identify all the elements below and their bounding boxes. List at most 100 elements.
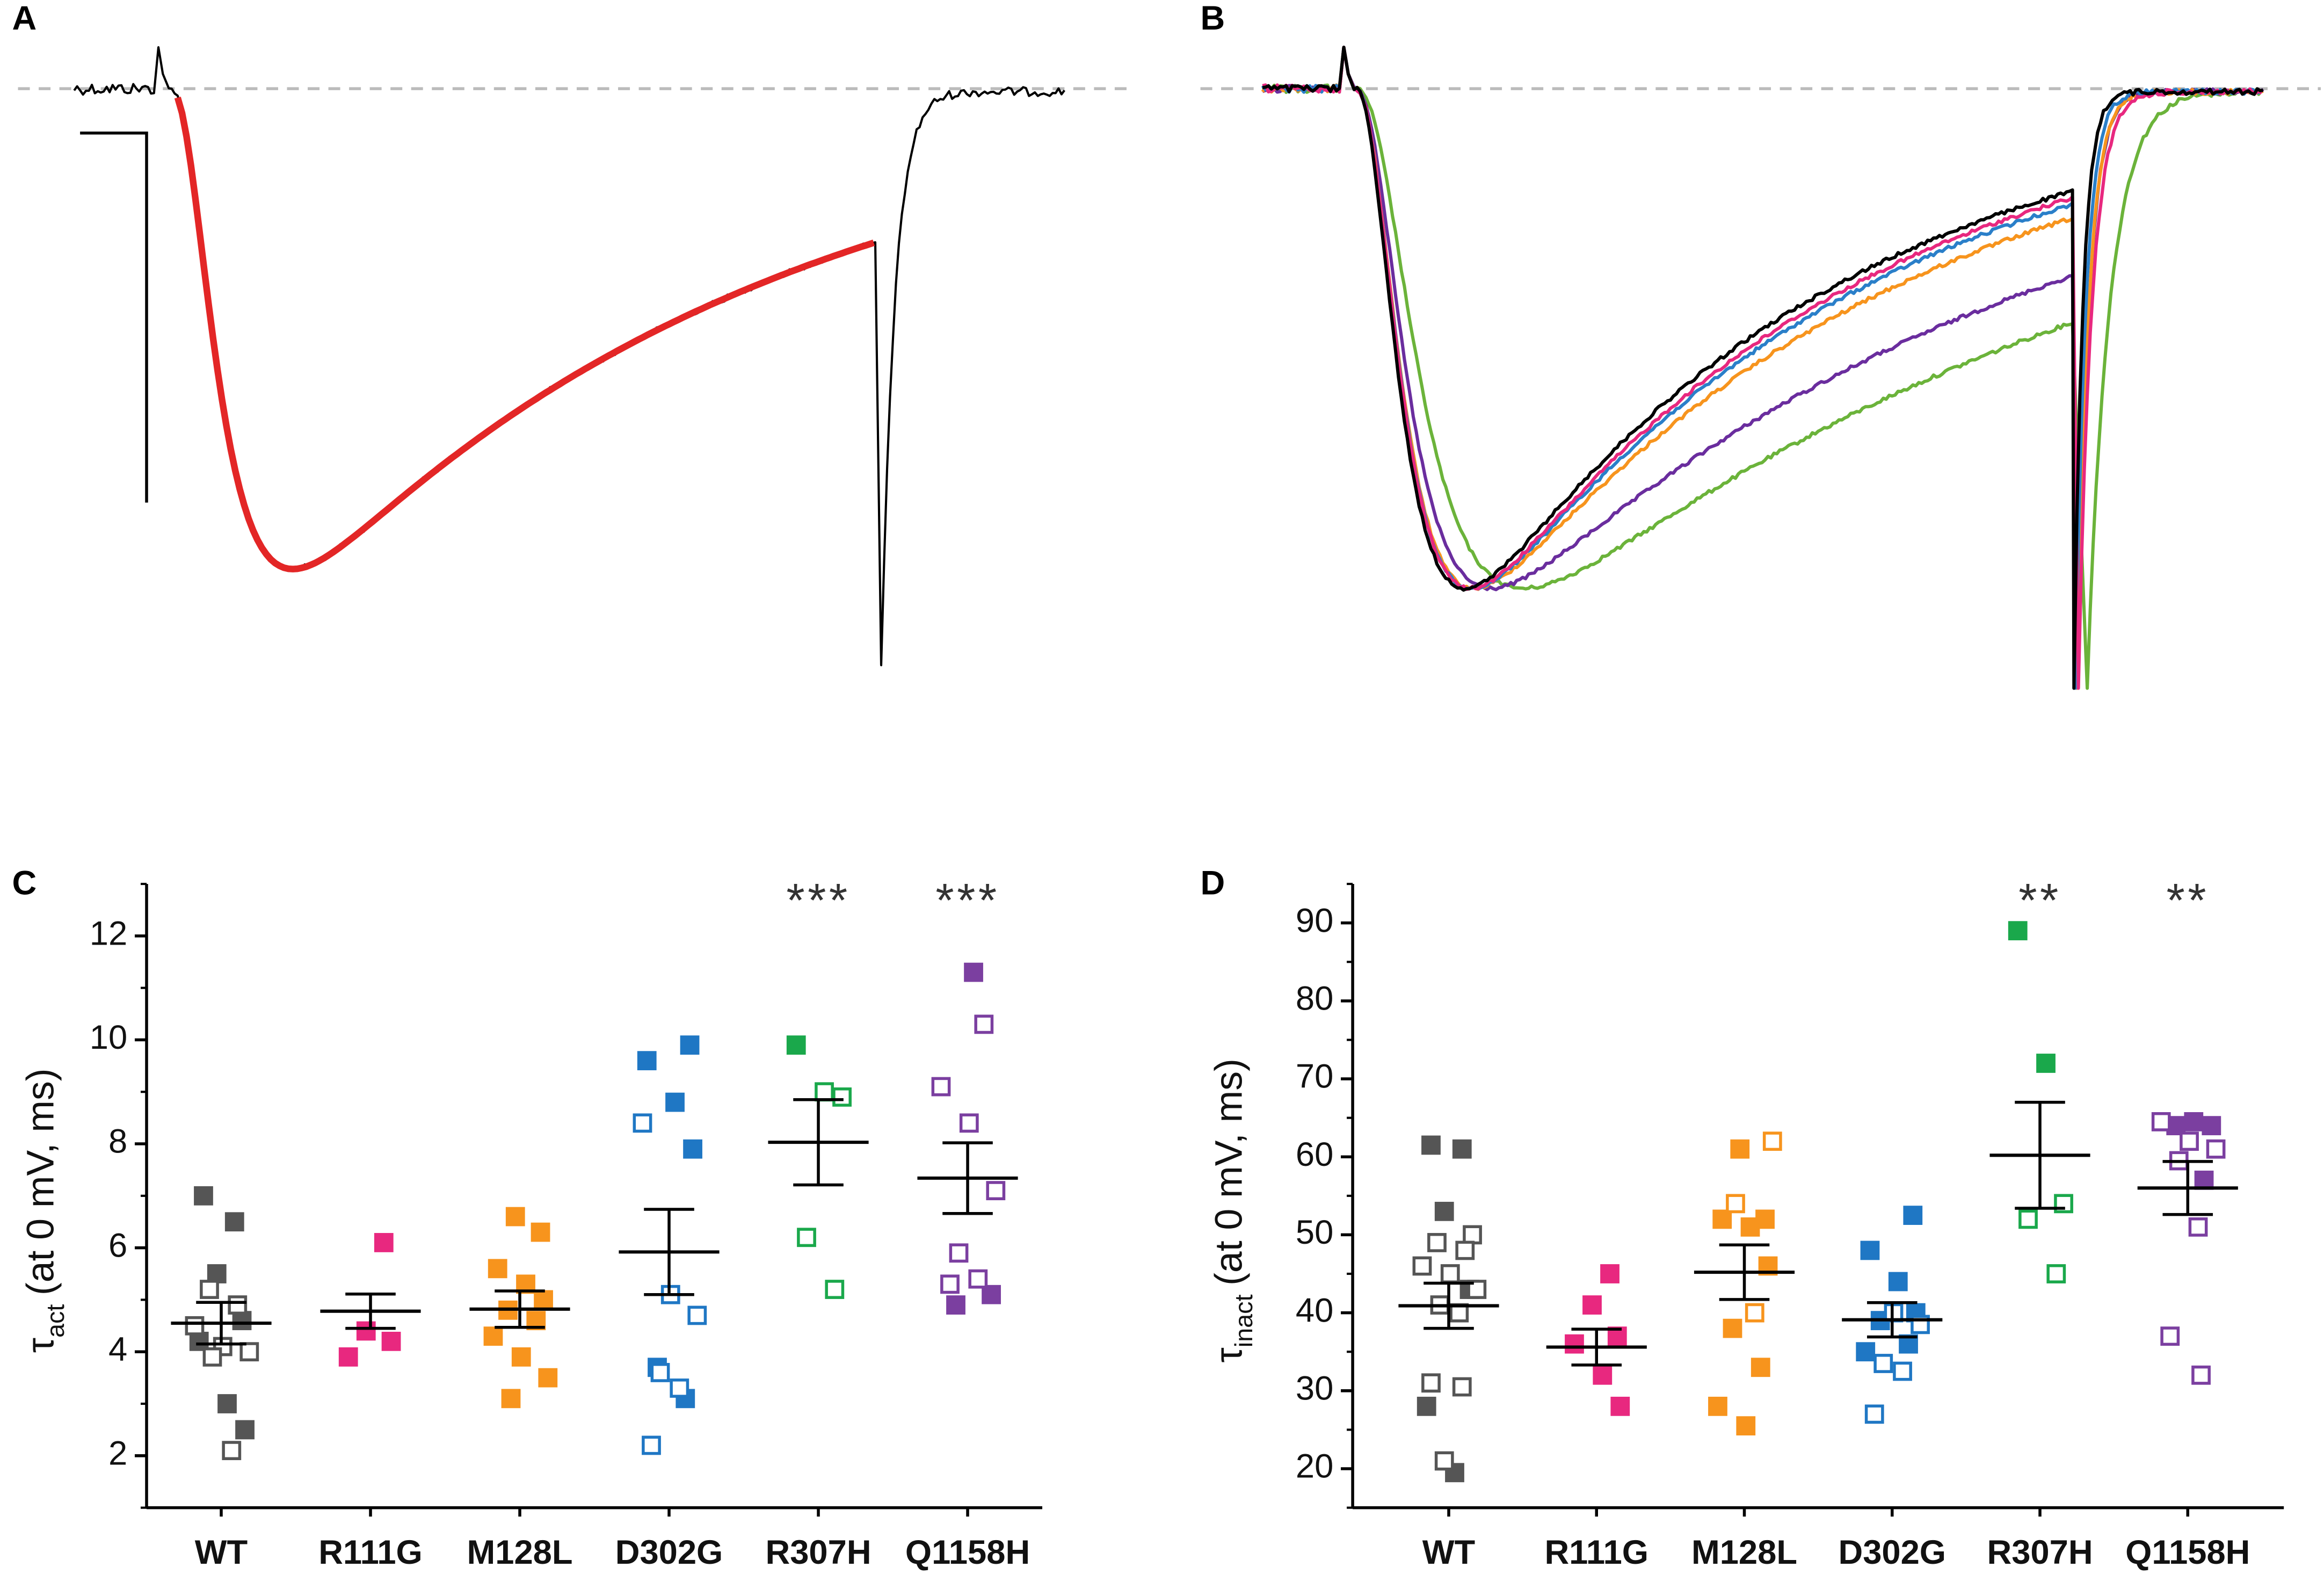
filled-point <box>786 1035 806 1055</box>
significance: *** <box>935 874 999 927</box>
y-tick-label: 70 <box>1296 1058 1333 1095</box>
x-tick-label: R111G <box>318 1534 423 1571</box>
y-tick-label: 4 <box>108 1331 127 1368</box>
x-tick-label: D302G <box>615 1534 723 1571</box>
filled-point <box>1740 1217 1760 1237</box>
open-point <box>633 1113 652 1133</box>
y-tick-label: 60 <box>1296 1136 1333 1173</box>
open-point <box>2018 1209 2038 1229</box>
y-tick-label: 80 <box>1296 980 1333 1018</box>
open-point <box>1463 1225 1482 1245</box>
filled-point <box>1903 1206 1923 1225</box>
y-label-symbol: τ <box>19 1338 62 1353</box>
filled-point <box>1600 1264 1619 1283</box>
filled-point <box>1730 1139 1750 1159</box>
filled-point <box>194 1186 213 1206</box>
stimulus <box>80 131 148 503</box>
x-tick-label: R307H <box>766 1534 872 1571</box>
y-label-subscript: act <box>41 1304 69 1338</box>
filled-point <box>1888 1272 1908 1291</box>
filled-point <box>1723 1318 1742 1338</box>
x-tick-label: R111G <box>1544 1534 1648 1571</box>
filled-point <box>511 1347 531 1367</box>
y-tick-label: 50 <box>1296 1214 1333 1251</box>
filled-point <box>637 1051 657 1071</box>
y-label-subscript: inact <box>1230 1294 1258 1347</box>
filled-point <box>1708 1396 1727 1416</box>
current-trace <box>1262 46 2263 690</box>
open-point <box>239 1342 259 1362</box>
open-point <box>986 1181 1006 1201</box>
filled-point <box>683 1139 702 1159</box>
filled-point <box>374 1233 394 1252</box>
filled-point <box>488 1259 507 1279</box>
y-label-text: (at 0 mV, ms) <box>19 1068 62 1295</box>
y-tick-label: 30 <box>1296 1370 1333 1407</box>
significance: ** <box>2018 874 2061 927</box>
open-point <box>687 1305 707 1325</box>
y-tick-label: 40 <box>1296 1291 1333 1329</box>
significance: ** <box>2166 874 2209 927</box>
x-tick-label: R307H <box>1987 1534 2093 1571</box>
y-label-symbol: τ <box>1208 1347 1251 1362</box>
open-point <box>968 1269 988 1289</box>
open-point <box>931 1077 951 1097</box>
open-point <box>642 1435 661 1455</box>
filled-point <box>224 1212 244 1232</box>
open-point <box>959 1113 979 1133</box>
open-point <box>949 1243 969 1263</box>
open-point <box>1864 1404 1884 1424</box>
y-tick-label: 6 <box>108 1227 127 1264</box>
y-tick-label: 90 <box>1296 902 1333 939</box>
open-point <box>797 1228 816 1247</box>
filled-point <box>1593 1365 1613 1385</box>
filled-point <box>505 1207 525 1227</box>
filled-point <box>1736 1416 1756 1436</box>
filled-point <box>2202 1116 2221 1136</box>
y-axis-label: τinact (at 0 mV, ms) <box>1208 1058 1258 1362</box>
open-point <box>2191 1365 2211 1385</box>
open-point <box>2151 1112 2171 1131</box>
filled-point <box>1856 1342 1876 1362</box>
filled-point <box>1751 1358 1770 1377</box>
open-point <box>1467 1280 1487 1299</box>
y-tick-label: 20 <box>1296 1448 1333 1485</box>
panel-label: B <box>1201 0 1225 37</box>
open-point <box>650 1363 670 1382</box>
filled-point <box>381 1331 401 1351</box>
filled-point <box>665 1092 685 1112</box>
open-point <box>1440 1264 1460 1283</box>
open-point <box>1434 1451 1454 1471</box>
y-axis-label: τact (at 0 mV, ms) <box>19 1068 69 1353</box>
open-point <box>1412 1256 1432 1276</box>
current-trace <box>1261 46 2264 690</box>
open-point <box>670 1378 689 1398</box>
x-tick-label: WT <box>195 1534 248 1571</box>
filled-point <box>1452 1139 1472 1159</box>
current-trace <box>73 46 1065 666</box>
open-point <box>200 1280 219 1299</box>
open-point <box>1762 1131 1782 1151</box>
open-point <box>974 1014 994 1034</box>
filled-point <box>964 962 983 982</box>
filled-point <box>2008 921 2028 941</box>
filled-point <box>483 1326 503 1346</box>
open-point <box>1421 1373 1441 1393</box>
filled-point <box>2036 1054 2056 1073</box>
filled-point <box>1582 1295 1602 1315</box>
filled-point <box>538 1368 558 1388</box>
filled-point <box>1565 1334 1584 1354</box>
open-point <box>825 1280 845 1299</box>
filled-point <box>501 1389 521 1409</box>
x-tick-label: M128L <box>1691 1534 1797 1571</box>
filled-point <box>338 1347 358 1367</box>
x-tick-label: M128L <box>467 1534 573 1571</box>
filled-point <box>1860 1240 1880 1260</box>
y-tick-label: 8 <box>108 1123 127 1160</box>
open-point <box>2206 1139 2226 1159</box>
filled-point <box>2184 1112 2204 1131</box>
filled-point <box>534 1290 553 1310</box>
fit-curve <box>174 96 875 572</box>
panel-label: A <box>12 0 37 37</box>
